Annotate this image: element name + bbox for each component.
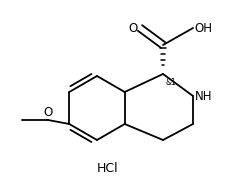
Text: &1: &1 [165, 78, 176, 87]
Text: OH: OH [194, 22, 212, 35]
Text: NH: NH [195, 89, 212, 102]
Text: O: O [129, 22, 138, 35]
Text: O: O [43, 106, 53, 119]
Text: HCl: HCl [97, 161, 119, 174]
